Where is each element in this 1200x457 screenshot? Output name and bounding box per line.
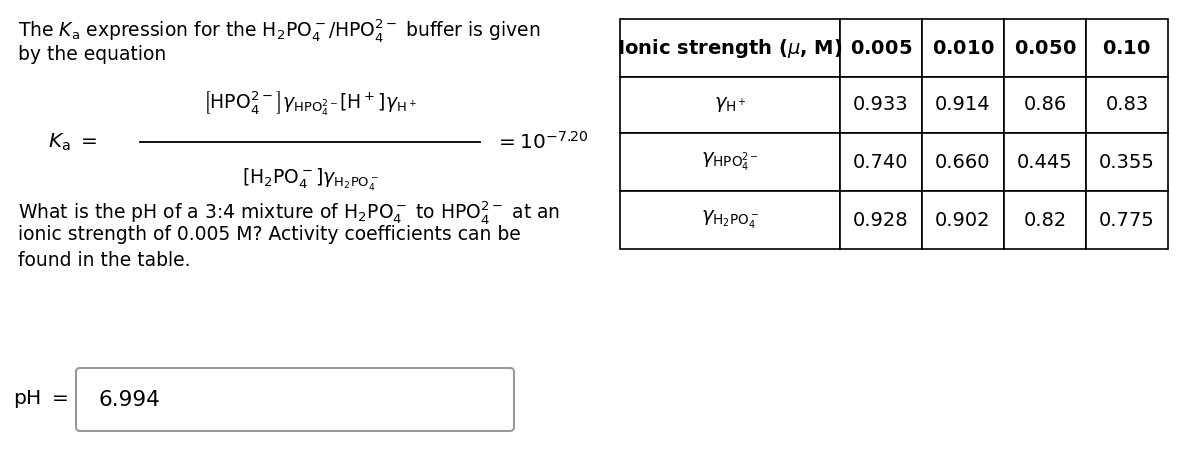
Bar [1086, 77, 1168, 133]
Bar [840, 19, 922, 77]
Bar [922, 19, 1004, 77]
Bar [620, 191, 840, 249]
Bar [1004, 133, 1086, 191]
Text: 0.928: 0.928 [853, 211, 908, 229]
Bar [1086, 191, 1168, 249]
Text: The $K_{\mathrm{a}}$ expression for the $\mathrm{H_2PO_4^-/HPO_4^{2-}}$ buffer i: The $K_{\mathrm{a}}$ expression for the … [18, 17, 540, 44]
Bar [1086, 19, 1168, 77]
Text: $\mathbf{0.010}$: $\mathbf{0.010}$ [931, 38, 995, 58]
Bar [620, 133, 840, 191]
Text: $\gamma_{\mathrm{H^+}}$: $\gamma_{\mathrm{H^+}}$ [714, 96, 746, 115]
Text: ionic strength of 0.005 M? Activity coefficients can be: ionic strength of 0.005 M? Activity coef… [18, 225, 521, 244]
Bar [1004, 191, 1086, 249]
Text: 0.775: 0.775 [1099, 211, 1154, 229]
Text: 0.933: 0.933 [853, 96, 908, 115]
Text: $\mathbf{0.050}$: $\mathbf{0.050}$ [1014, 38, 1076, 58]
Text: Ionic strength ($\mu$, M): Ionic strength ($\mu$, M) [617, 37, 842, 59]
Text: $\gamma_{\mathrm{HPO_4^{2-}}}$: $\gamma_{\mathrm{HPO_4^{2-}}}$ [701, 151, 758, 173]
Text: $\left[\mathrm{HPO_4^{2-}}\right]\gamma_{\mathrm{HPO_4^{2-}}}\left[\mathrm{H^+}\: $\left[\mathrm{HPO_4^{2-}}\right]\gamma_… [203, 90, 416, 118]
Text: $K_{\mathrm{a}}\ =$: $K_{\mathrm{a}}\ =$ [48, 131, 97, 153]
Text: by the equation: by the equation [18, 45, 167, 64]
Text: 0.660: 0.660 [935, 153, 991, 171]
Text: $\mathbf{0.10}$: $\mathbf{0.10}$ [1103, 38, 1152, 58]
FancyBboxPatch shape [76, 368, 514, 431]
Text: 0.86: 0.86 [1024, 96, 1067, 115]
Text: 0.914: 0.914 [935, 96, 991, 115]
Text: 0.355: 0.355 [1099, 153, 1154, 171]
Text: $= 10^{-7.20}$: $= 10^{-7.20}$ [496, 131, 589, 153]
Text: 0.740: 0.740 [853, 153, 908, 171]
Text: $\gamma_{\mathrm{H_2PO_4^-}}$: $\gamma_{\mathrm{H_2PO_4^-}}$ [701, 209, 760, 231]
Bar [1004, 77, 1086, 133]
Bar [620, 19, 840, 77]
Text: 6.994: 6.994 [98, 389, 160, 409]
Bar [1004, 19, 1086, 77]
Bar [1086, 133, 1168, 191]
Bar [840, 191, 922, 249]
Text: 0.83: 0.83 [1105, 96, 1148, 115]
Text: pH $=$: pH $=$ [13, 388, 68, 410]
Text: $\mathbf{0.005}$: $\mathbf{0.005}$ [850, 38, 912, 58]
Bar [922, 191, 1004, 249]
Bar [840, 133, 922, 191]
Text: 0.82: 0.82 [1024, 211, 1067, 229]
Text: found in the table.: found in the table. [18, 251, 191, 270]
Bar [840, 77, 922, 133]
Bar [922, 133, 1004, 191]
Text: 0.902: 0.902 [935, 211, 991, 229]
Text: 0.445: 0.445 [1018, 153, 1073, 171]
Bar [620, 77, 840, 133]
Text: What is the pH of a 3:4 mixture of $\mathrm{H_2PO_4^-}$ to $\mathrm{HPO_4^{2-}}$: What is the pH of a 3:4 mixture of $\mat… [18, 199, 560, 226]
Text: $\left[\mathrm{H_2PO_4^-}\right]\gamma_{\mathrm{H_2PO_4^-}}$: $\left[\mathrm{H_2PO_4^-}\right]\gamma_{… [241, 167, 378, 193]
Bar [922, 77, 1004, 133]
